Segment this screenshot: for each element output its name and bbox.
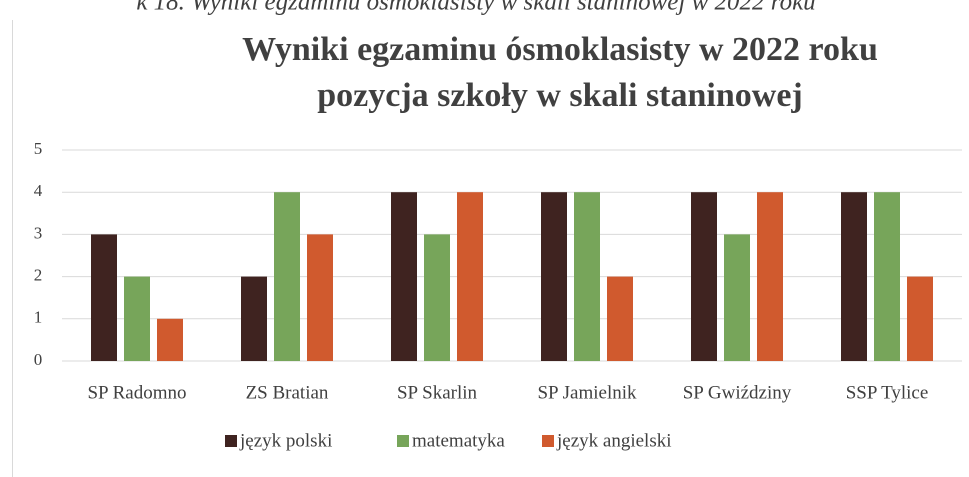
legend-swatch — [542, 435, 554, 447]
bar — [757, 192, 783, 361]
chart-title: pozycja szkoły w skali staninowej — [317, 77, 802, 114]
x-tick-label: ZS Bratian — [246, 382, 329, 403]
bar — [841, 192, 867, 361]
legend-label: język angielski — [556, 430, 672, 451]
y-tick-label: 5 — [34, 139, 43, 158]
y-tick-label: 1 — [34, 308, 43, 327]
x-tick-label: SP Gwiździny — [683, 382, 792, 403]
bar — [391, 192, 417, 361]
y-tick-label: 3 — [34, 223, 43, 242]
legend-swatch — [397, 435, 409, 447]
bar — [691, 192, 717, 361]
chart-title: Wyniki egzaminu ósmoklasisty w 2022 roku — [242, 31, 878, 68]
y-tick-label: 0 — [34, 350, 43, 369]
legend-swatch — [225, 435, 237, 447]
x-tick-label: SP Radomno — [87, 382, 186, 403]
legend-label: matematyka — [412, 430, 505, 451]
bar — [607, 276, 633, 361]
x-tick-label: SP Skarlin — [397, 382, 478, 403]
x-tick-label: SSP Tylice — [846, 382, 929, 403]
x-tick-label: SP Jamielnik — [537, 382, 637, 403]
y-tick-label: 4 — [34, 181, 43, 200]
bar — [124, 276, 150, 361]
caption: k 18. Wyniki egzaminu ósmoklasisty w ska… — [136, 0, 815, 16]
bar — [724, 234, 750, 361]
bar — [274, 192, 300, 361]
y-tick-label: 2 — [34, 266, 43, 285]
bar — [157, 318, 183, 361]
legend-label: język polski — [239, 430, 332, 451]
bar — [91, 234, 117, 361]
bar — [541, 192, 567, 361]
bar — [574, 192, 600, 361]
bar — [241, 276, 267, 361]
bar — [907, 276, 933, 361]
bar — [874, 192, 900, 361]
bar — [457, 192, 483, 361]
bar — [424, 234, 450, 361]
bar — [307, 234, 333, 361]
